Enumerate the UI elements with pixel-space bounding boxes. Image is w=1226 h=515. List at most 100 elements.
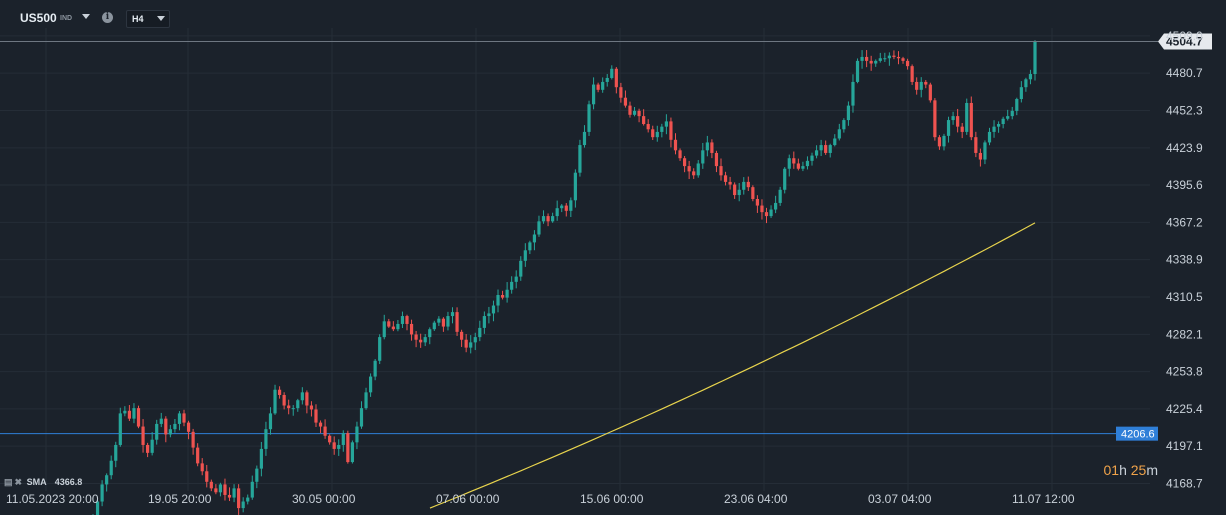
candle [232, 484, 236, 503]
candle [742, 177, 746, 195]
countdown-hours-unit: h [1119, 462, 1127, 478]
x-tick-label: 19.05 20:00 [148, 492, 212, 506]
candle [883, 52, 887, 63]
symbol-dropdown-icon[interactable] [82, 14, 90, 19]
candle [578, 139, 582, 177]
candle [241, 497, 245, 513]
candle [960, 122, 964, 139]
candle [337, 439, 341, 456]
candle [655, 125, 659, 142]
candle [946, 116, 951, 143]
candle [227, 487, 232, 502]
x-tick-label: 11.05.2023 20:00 [6, 492, 99, 506]
candle [155, 419, 159, 445]
candle [519, 256, 523, 281]
candle [264, 421, 268, 456]
x-tick-label: 03.07 04:00 [868, 492, 932, 506]
candle [237, 484, 241, 515]
candle [1010, 106, 1014, 120]
candle [933, 98, 937, 141]
candle [801, 161, 805, 172]
candle [446, 311, 450, 331]
candle [915, 77, 919, 95]
candle [355, 421, 359, 450]
candle [919, 77, 923, 98]
candle [714, 150, 719, 173]
candle [855, 58, 860, 84]
candle [491, 300, 496, 322]
y-tick-label: 4197.1 [1166, 439, 1203, 453]
indicator-settings-icon[interactable]: ▤ [4, 477, 13, 487]
candle [387, 318, 391, 328]
candle [905, 58, 910, 70]
candle [614, 67, 618, 94]
candle [500, 290, 505, 300]
candle [432, 320, 436, 331]
candle [105, 473, 109, 492]
candle [441, 317, 446, 332]
candle [983, 140, 987, 165]
candle [896, 51, 901, 65]
candle [619, 82, 623, 103]
candle [573, 169, 577, 208]
candle [277, 386, 282, 399]
candle [569, 197, 573, 218]
timeframe-select[interactable]: H4 [126, 10, 170, 28]
candle [546, 213, 550, 227]
candle [514, 270, 518, 289]
candle [587, 100, 591, 136]
sma-legend[interactable]: ▤ ✖ SMA 4366.8 [4, 477, 82, 488]
y-tick-label: 4480.7 [1166, 66, 1203, 80]
candle [305, 390, 309, 414]
candle [664, 114, 668, 135]
sma-line[interactable] [429, 222, 1036, 509]
candle [737, 183, 741, 202]
candle [942, 133, 946, 151]
y-tick-label: 4395.6 [1166, 178, 1203, 192]
candle [109, 455, 113, 480]
candle [95, 499, 100, 515]
y-tick-label: 4423.9 [1166, 141, 1203, 155]
candle [878, 52, 882, 63]
y-tick-label: 4282.1 [1166, 327, 1203, 341]
candle [159, 412, 163, 428]
candle [792, 151, 796, 169]
candle [833, 134, 837, 147]
candle [368, 373, 373, 397]
candle [1019, 81, 1023, 103]
candle [937, 135, 942, 150]
candle [209, 479, 213, 492]
candle [660, 123, 664, 138]
last-price-tag [1158, 33, 1212, 50]
sma-label: SMA [26, 477, 47, 487]
symbol-name[interactable]: US500 [20, 11, 57, 25]
candle [168, 424, 172, 438]
candle [1028, 69, 1033, 85]
candle [273, 384, 277, 415]
x-tick-label: 23.06 04:00 [724, 492, 788, 506]
candle [141, 419, 145, 453]
candle [100, 480, 104, 507]
info-icon[interactable]: i [102, 12, 113, 23]
candle [146, 442, 150, 458]
x-tick-label: 07.06 00:00 [436, 492, 500, 506]
candle [865, 50, 869, 68]
x-tick-label: 30.05 00:00 [292, 492, 356, 506]
candle [132, 403, 136, 424]
candle [810, 152, 814, 166]
y-tick-label: 4168.7 [1166, 477, 1203, 491]
indicator-remove-icon[interactable]: ✖ [14, 477, 23, 487]
candle [250, 475, 254, 500]
candle [760, 199, 764, 220]
candle [378, 334, 382, 365]
candle [755, 195, 760, 213]
candle [328, 434, 332, 445]
candle [450, 307, 455, 324]
candle [632, 106, 637, 117]
horizontal-line-value: 4206.6 [1121, 429, 1155, 441]
candle [173, 419, 177, 433]
candle [669, 117, 673, 148]
candle [409, 319, 414, 341]
y-tick-label: 4225.4 [1166, 402, 1203, 416]
